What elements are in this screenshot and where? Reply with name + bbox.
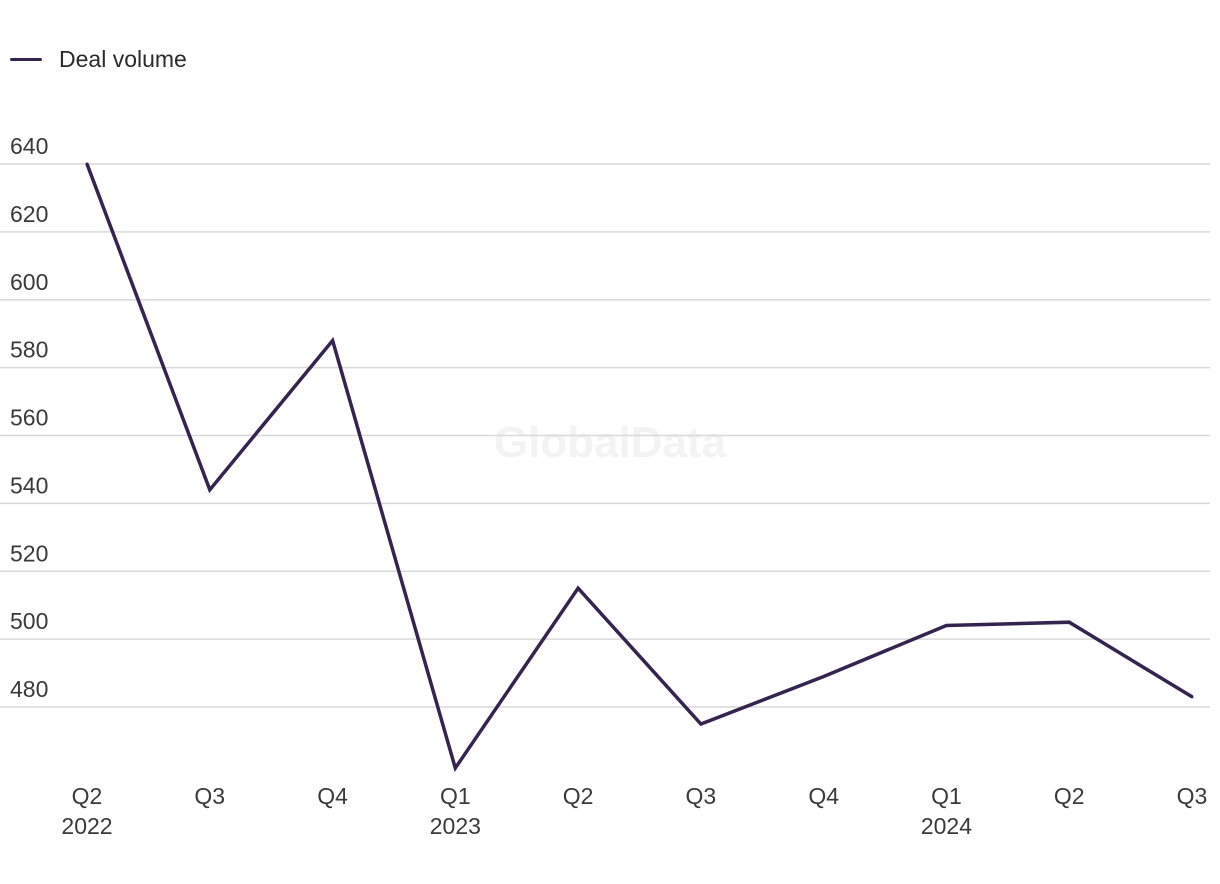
- y-tick-label: 640: [10, 133, 48, 159]
- data-point: [944, 624, 948, 628]
- data-point: [453, 766, 457, 770]
- data-point: [85, 162, 89, 166]
- x-tick-label: Q3: [194, 783, 225, 809]
- y-tick-label: 620: [10, 201, 48, 227]
- x-tick-label: Q1: [931, 783, 962, 809]
- data-point: [1190, 695, 1194, 699]
- legend-label: Deal volume: [59, 46, 187, 72]
- x-tick-year-label: 2023: [430, 813, 481, 839]
- data-point: [822, 674, 826, 678]
- x-tick-label: Q3: [1177, 783, 1208, 809]
- y-tick-label: 480: [10, 676, 48, 702]
- x-tick-year-label: 2022: [61, 813, 112, 839]
- y-tick-label: 520: [10, 540, 48, 566]
- data-point: [1067, 620, 1071, 624]
- y-tick-label: 580: [10, 337, 48, 363]
- x-tick-label: Q4: [808, 783, 839, 809]
- series-line-deal-volume: [85, 163, 1193, 773]
- x-tick-label: Q4: [317, 783, 348, 809]
- watermark: GlobalData: [494, 418, 727, 467]
- x-tick-label: Q2: [563, 783, 594, 809]
- y-tick-label: 500: [10, 608, 48, 634]
- data-point: [699, 722, 703, 726]
- x-tick-label: Q2: [72, 783, 103, 809]
- legend-swatch: [10, 58, 42, 61]
- x-tick-label: Q2: [1054, 783, 1085, 809]
- data-point: [576, 586, 580, 590]
- y-tick-label: 560: [10, 405, 48, 431]
- y-tick-label: 600: [10, 269, 48, 295]
- x-tick-label: Q1: [440, 783, 471, 809]
- data-point: [331, 338, 335, 342]
- y-tick-label: 540: [10, 472, 48, 498]
- x-tick-year-label: 2024: [921, 813, 972, 839]
- legend: Deal volume: [10, 46, 187, 73]
- data-point: [208, 488, 212, 492]
- x-tick-label: Q3: [686, 783, 717, 809]
